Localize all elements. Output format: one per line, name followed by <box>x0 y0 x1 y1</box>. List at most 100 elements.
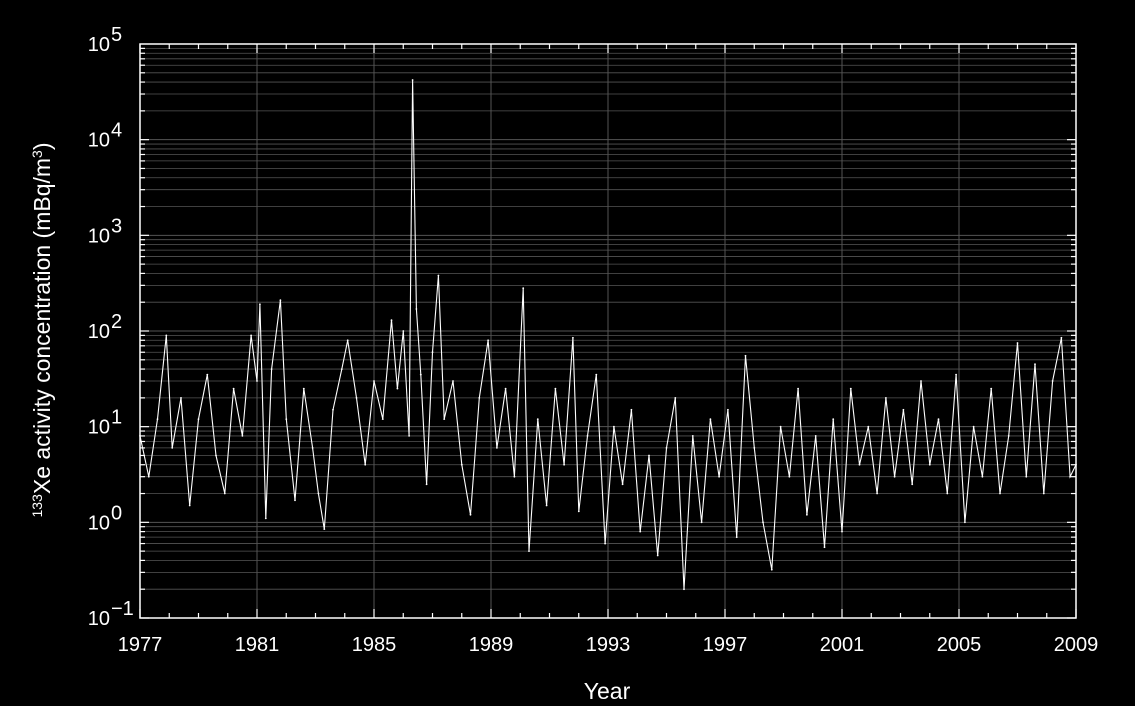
data-point <box>964 521 966 524</box>
x-tick-label: 1997 <box>703 634 748 656</box>
data-point <box>522 287 525 290</box>
y-tick-label: 10 <box>88 225 110 247</box>
data-point <box>604 542 606 545</box>
data-point <box>302 387 305 390</box>
y-axis-title-isotope: 133 <box>29 494 45 518</box>
data-point <box>683 588 685 591</box>
x-tick-label: 1989 <box>469 634 514 656</box>
y-tick-label-base: 10 <box>88 417 110 439</box>
data-point <box>171 447 174 449</box>
data-point <box>1025 475 1028 478</box>
data-point <box>528 550 530 552</box>
data-point <box>415 308 418 310</box>
data-point <box>381 418 384 420</box>
data-point <box>709 418 712 420</box>
y-tick-label-base: 10 <box>88 34 110 56</box>
data-point <box>1007 435 1010 437</box>
data-point <box>340 368 343 370</box>
data-point <box>779 425 782 428</box>
x-tick-label: 2009 <box>1054 634 1099 656</box>
data-point <box>390 319 393 321</box>
data-point <box>373 380 375 382</box>
y-tick-label: 10 <box>88 512 110 534</box>
series-layer <box>139 79 1077 591</box>
data-point <box>832 418 835 420</box>
data-point <box>806 513 808 516</box>
data-point <box>513 475 516 478</box>
data-point <box>504 387 507 390</box>
data-point <box>563 463 565 466</box>
data-point <box>981 475 984 478</box>
data-point <box>1060 336 1063 339</box>
data-point <box>188 504 191 507</box>
data-point <box>285 418 288 420</box>
data-point <box>396 387 399 390</box>
data-point <box>937 418 940 420</box>
data-point <box>294 499 296 502</box>
data-point <box>355 397 358 399</box>
data-point <box>841 530 843 533</box>
data-point <box>554 387 557 390</box>
data-point <box>718 475 720 478</box>
y-axis-title-text: Xe activity concentration (mBq/m <box>29 158 55 494</box>
y-tick-label-exponent: 3 <box>111 215 122 237</box>
data-point <box>311 447 314 449</box>
data-point <box>411 79 414 81</box>
data-point <box>1042 492 1045 495</box>
data-point <box>346 339 349 342</box>
data-point <box>165 334 168 337</box>
x-axis-title: Year <box>584 678 631 704</box>
data-point <box>545 504 548 507</box>
data-point <box>259 303 261 306</box>
data-point <box>788 475 791 478</box>
y-tick-label-exponent: 5 <box>111 24 122 46</box>
data-point <box>700 521 703 524</box>
data-point <box>727 408 729 411</box>
series-line <box>139 79 1077 590</box>
x-tick-label: 1981 <box>235 634 280 656</box>
x-tick-label: 1977 <box>118 634 163 656</box>
data-point <box>478 397 481 399</box>
data-point <box>487 339 489 342</box>
data-point <box>469 513 472 516</box>
data-point <box>665 447 668 449</box>
y-tick-label-base: 10 <box>88 512 110 534</box>
data-point <box>920 380 922 382</box>
x-tick-labels: 1977 1981 1985 1989 1993 1997 2001 2005 2009 <box>118 634 1099 656</box>
data-point <box>206 373 209 376</box>
data-point <box>1034 363 1036 366</box>
data-point <box>156 418 159 420</box>
data-point <box>762 521 764 524</box>
data-point <box>586 435 589 437</box>
y-tick-label-base: 10 <box>88 225 110 247</box>
y-tick-label: 10 <box>88 34 110 56</box>
data-point <box>955 373 957 376</box>
data-point <box>147 475 150 478</box>
y-axis-title-exponent: 3 <box>29 150 45 158</box>
data-point <box>770 568 773 571</box>
data-point <box>744 354 747 357</box>
data-point <box>613 425 615 428</box>
x-tick-label: 2005 <box>937 634 982 656</box>
data-point <box>270 368 273 370</box>
data-point <box>323 528 326 530</box>
data-point <box>443 418 446 420</box>
data-point <box>256 380 258 382</box>
y-tick-label: 10 <box>88 417 110 439</box>
y-tick-label-exponent: 4 <box>111 120 122 142</box>
data-point <box>595 373 598 376</box>
data-point <box>223 492 226 495</box>
data-point <box>279 299 282 302</box>
data-point <box>197 418 200 420</box>
data-point <box>364 463 367 466</box>
data-point <box>577 510 580 513</box>
data-point <box>536 418 539 420</box>
data-point <box>232 387 235 390</box>
data-point <box>928 463 931 466</box>
data-point <box>621 483 624 486</box>
data-point <box>858 463 861 466</box>
data-point <box>946 492 949 495</box>
data-point <box>630 408 633 411</box>
